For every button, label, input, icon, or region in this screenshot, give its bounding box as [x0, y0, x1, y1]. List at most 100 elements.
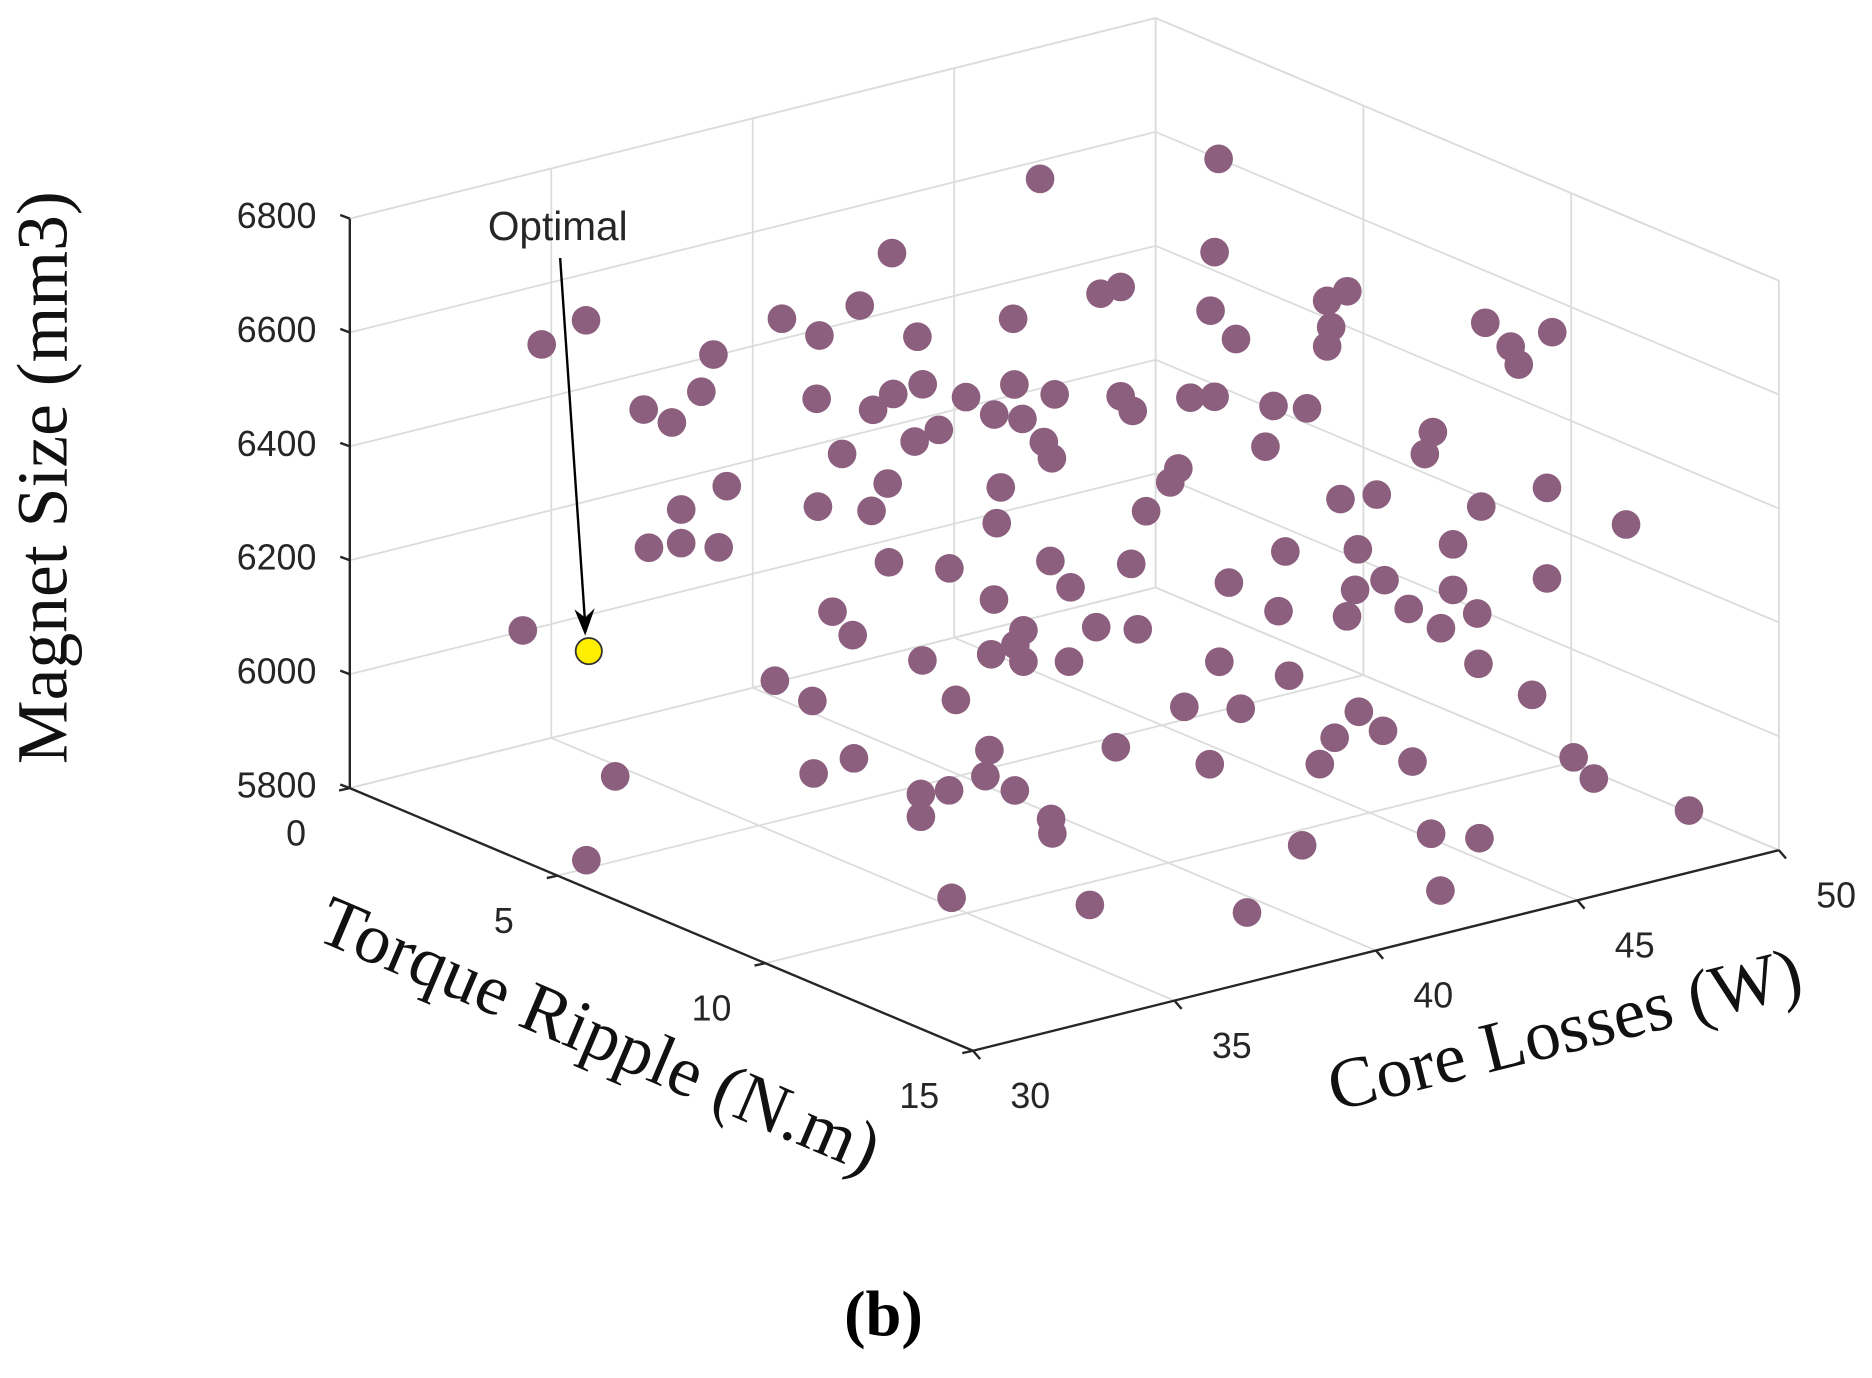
z-tick-label: 6800	[237, 196, 317, 236]
point	[803, 492, 833, 521]
point	[1200, 382, 1229, 412]
point	[1674, 796, 1704, 825]
point	[1332, 276, 1362, 306]
point	[1116, 549, 1146, 579]
point	[976, 639, 1006, 669]
tick-mark	[339, 669, 351, 676]
grid-line	[550, 737, 1175, 1002]
point	[1611, 510, 1641, 539]
point	[1214, 568, 1244, 597]
optimal-point	[574, 637, 603, 666]
y-tick-label: 45	[1615, 926, 1655, 966]
point	[906, 802, 936, 832]
points: Optimal	[488, 144, 1704, 927]
point	[1438, 575, 1468, 605]
point	[1532, 564, 1562, 593]
tick-mark	[339, 327, 351, 334]
point	[1326, 484, 1355, 514]
grid-line	[1155, 586, 1780, 851]
grid-line	[765, 761, 1572, 965]
point	[935, 554, 964, 583]
point	[1221, 324, 1251, 354]
point	[1292, 394, 1322, 423]
point	[1000, 776, 1030, 805]
point	[908, 369, 938, 399]
point	[1226, 694, 1256, 724]
point	[1271, 537, 1300, 566]
point	[1259, 391, 1288, 421]
grid	[348, 17, 1780, 1052]
grid-line	[1155, 245, 1780, 510]
point	[1025, 164, 1055, 194]
tick-mark	[1375, 949, 1385, 960]
tick-mark	[754, 962, 766, 967]
point	[571, 305, 601, 335]
tick-mark	[339, 213, 351, 220]
tick-mark	[339, 441, 351, 448]
point	[979, 585, 1009, 614]
point	[1344, 697, 1374, 727]
point	[839, 744, 869, 773]
point	[1559, 743, 1588, 772]
point	[704, 533, 734, 562]
point	[873, 469, 903, 498]
point	[906, 779, 936, 809]
point	[1532, 473, 1562, 503]
point	[982, 508, 1012, 538]
annotation-text: Optimal	[488, 203, 628, 249]
z-axis-title: Magnet Size (mm3)	[4, 191, 83, 764]
point	[924, 415, 954, 445]
y-tick-label: 35	[1212, 1026, 1252, 1066]
point	[1274, 661, 1304, 690]
point	[979, 400, 1009, 429]
point	[1037, 443, 1067, 473]
tick-mark	[1173, 999, 1183, 1010]
point	[1264, 596, 1293, 626]
point	[1466, 492, 1496, 521]
point	[857, 496, 886, 526]
point	[1438, 530, 1468, 559]
axes: 5800 6000 6200 6400 6600 6800 0 5 10 15 30 35 40 45 50	[237, 17, 1856, 1116]
point	[600, 762, 630, 791]
point	[527, 330, 557, 359]
x-tick-label: 15	[899, 1076, 939, 1116]
point	[1343, 535, 1373, 564]
tick-mark	[1576, 899, 1586, 910]
grid-line	[1155, 131, 1780, 396]
point	[1579, 764, 1609, 793]
point	[1101, 732, 1131, 762]
tick-mark	[1777, 849, 1787, 860]
point	[986, 473, 1016, 502]
y-tick-label: 30	[1010, 1076, 1050, 1116]
point	[1537, 317, 1567, 347]
point	[712, 471, 742, 501]
point	[687, 377, 716, 407]
point	[1332, 602, 1362, 631]
z-tick-label: 6600	[237, 310, 317, 350]
point	[666, 528, 696, 558]
x-axis-title: Torque Ripple (N.m)	[307, 881, 892, 1189]
point	[1462, 599, 1492, 628]
point	[878, 379, 908, 409]
point	[1370, 565, 1399, 595]
point	[1470, 308, 1500, 338]
point	[1426, 613, 1456, 643]
point	[1123, 614, 1153, 644]
z-tick-label: 6000	[237, 652, 317, 692]
point	[1054, 647, 1084, 676]
tick-mark	[962, 1049, 974, 1055]
point	[1008, 404, 1037, 434]
point	[798, 686, 827, 716]
point	[1106, 272, 1135, 302]
point	[767, 304, 797, 334]
point	[1394, 594, 1424, 624]
box-edge	[1155, 17, 1780, 282]
point	[657, 408, 687, 437]
point	[802, 384, 831, 414]
y-axis-title: Core Losses (W)	[1320, 933, 1810, 1127]
point	[1075, 890, 1105, 920]
point	[827, 439, 857, 469]
point	[1195, 749, 1225, 779]
tick-mark	[972, 1049, 982, 1060]
